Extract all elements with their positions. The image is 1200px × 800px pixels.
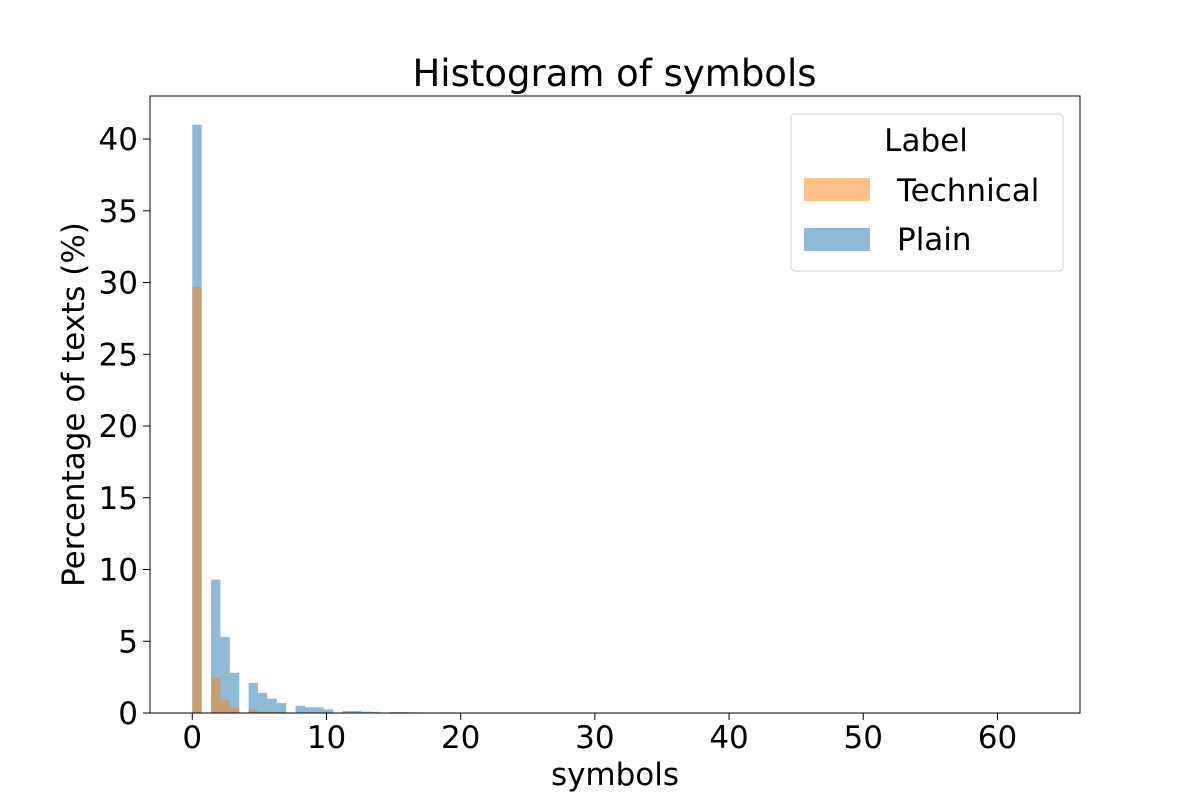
bar-plain-18 (361, 711, 371, 713)
x-tick-label-0: 0 (182, 720, 202, 756)
x-tick-label-4: 40 (709, 720, 748, 756)
y-tick-label-5: 25 (99, 337, 138, 373)
bar-plain-13 (314, 707, 324, 713)
bar-plain-3 (220, 636, 230, 713)
y-tick-label-0: 0 (118, 696, 138, 732)
y-tick-label-2: 10 (99, 553, 138, 589)
bar-plain-16 (342, 710, 352, 713)
bar-technical-8 (267, 711, 277, 713)
bar-technical-3 (220, 700, 230, 713)
y-tick-label-8: 40 (99, 122, 138, 158)
x-tick-label-6: 60 (978, 720, 1017, 756)
bar-plain-19 (370, 711, 381, 713)
bar-plain-9 (276, 702, 287, 713)
legend-swatch-technical (804, 178, 870, 201)
bar-plain-2 (211, 579, 221, 713)
plot-frame (149, 95, 1081, 714)
bar-plain-6 (248, 682, 259, 713)
chart-title: Histogram of symbols (412, 52, 816, 95)
bar-technical-6 (248, 709, 259, 713)
x-tick-label-2: 20 (441, 720, 480, 756)
y-axis: 0 5 10 15 20 25 30 35 40 (99, 122, 150, 732)
technical-bars (192, 286, 287, 713)
legend-title: Label (884, 123, 968, 159)
bar-plain-17 (351, 710, 362, 713)
legend-swatch-plain (804, 228, 870, 251)
bar-plain-12 (305, 707, 315, 713)
bar-plain-8 (267, 698, 277, 713)
x-axis: 0 10 20 30 40 50 60 (182, 713, 1017, 756)
legend-label-plain: Plain (897, 222, 972, 258)
y-tick-label-4: 20 (99, 409, 138, 445)
bar-technical-7 (258, 711, 268, 713)
bar-technical-2 (211, 677, 221, 713)
legend: Label Technical Plain (790, 113, 1064, 272)
x-axis-label: symbols (551, 757, 679, 793)
y-tick-label-1: 5 (118, 624, 138, 660)
bar-plain-7 (258, 692, 268, 713)
y-axis-label: Percentage of texts (%) (56, 222, 92, 587)
plain-bars (192, 124, 475, 714)
bar-plain-14 (323, 709, 334, 713)
y-tick-label-3: 15 (99, 481, 138, 517)
bar-technical-0 (192, 286, 202, 713)
x-tick-label-5: 50 (844, 720, 883, 756)
y-tick-label-6: 30 (99, 266, 138, 302)
bar-technical-4 (229, 707, 240, 713)
bar-plain-4 (229, 672, 240, 713)
x-tick-label-1: 10 (307, 720, 346, 756)
legend-label-technical: Technical (896, 173, 1039, 209)
x-tick-label-3: 30 (575, 720, 614, 756)
bar-plain-11 (295, 705, 305, 713)
y-tick-label-7: 35 (99, 194, 138, 230)
